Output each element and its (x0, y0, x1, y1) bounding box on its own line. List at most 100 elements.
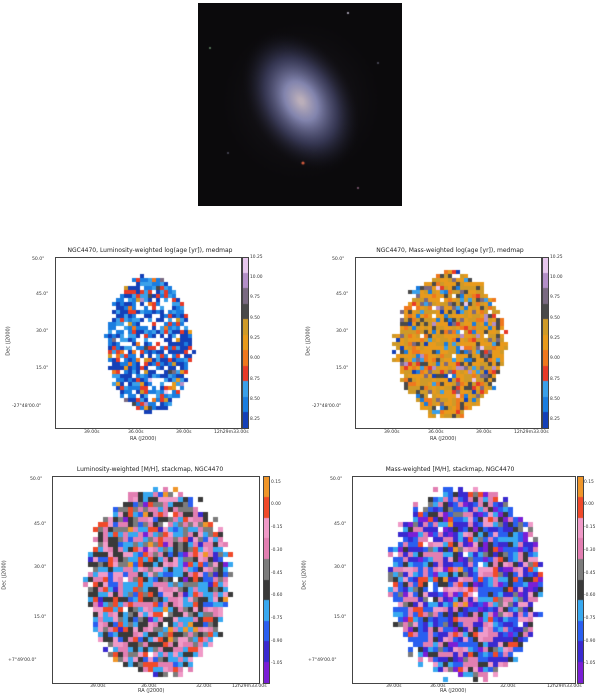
y-axis-label: Dec (J2000) (1, 560, 8, 590)
colorbar (577, 476, 584, 684)
cbar-tick: 8.25 (250, 417, 260, 422)
cbar-tick: 8.50 (550, 397, 560, 402)
colorbar-gradient (543, 258, 548, 428)
cbar-tick: -0.45 (271, 571, 283, 576)
cbar-tick: -0.75 (584, 616, 596, 621)
x-tick: 12h29m33.00s (547, 684, 582, 689)
cbar-tick: 9.50 (550, 316, 560, 321)
y-tick: 15.0" (334, 615, 347, 620)
cbar-tick: -0.60 (271, 593, 283, 598)
metallicity-map (53, 477, 259, 683)
cbar-tick: -0.15 (271, 525, 283, 530)
panel-lw-metallicity: Luminosity-weighted [M/H], stackmap, NGC… (0, 462, 300, 694)
x-tick: 39.00s (176, 430, 192, 435)
cbar-tick: 9.75 (550, 295, 560, 300)
y-tick: 50.0" (330, 477, 343, 482)
cbar-tick: 0.00 (271, 502, 281, 507)
colorbar-gradient (264, 477, 269, 683)
cbar-tick: 10.00 (250, 275, 263, 280)
y-axis-label: Dec (J2000) (5, 326, 12, 356)
y-tick: 15.0" (36, 366, 49, 371)
y-tick: 50.0" (32, 257, 45, 262)
y-tick: 30.0" (34, 565, 47, 570)
map-frame (55, 257, 242, 429)
y-tick: +7°49'00.0" (308, 658, 337, 663)
cbar-tick: 8.75 (250, 377, 260, 382)
cbar-tick: -1.05 (584, 661, 596, 666)
cbar-tick: -0.30 (584, 548, 596, 553)
cbar-tick: 10.25 (550, 255, 563, 260)
stellar-age-map (356, 258, 541, 428)
cbar-tick: 9.25 (250, 336, 260, 341)
x-tick: 36.00s (141, 684, 157, 689)
cbar-tick: 9.50 (250, 316, 260, 321)
y-axis-label: Dec (J2000) (305, 326, 312, 356)
x-tick: 32.00s (500, 684, 516, 689)
cbar-tick: 9.25 (550, 336, 560, 341)
x-axis-label: RA (J2000) (440, 688, 467, 694)
x-tick: 32.00s (196, 684, 212, 689)
x-tick: 36.00s (128, 430, 144, 435)
y-axis-label: Dec (J2000) (301, 560, 308, 590)
y-tick: 45.0" (336, 292, 349, 297)
y-tick: 45.0" (36, 292, 49, 297)
cbar-tick: -0.45 (584, 571, 596, 576)
y-tick: 50.0" (332, 257, 345, 262)
panel-title: NGC4470, Mass-weighted log(age [yr]), me… (376, 247, 524, 254)
cbar-tick: 8.25 (550, 417, 560, 422)
colorbar-gradient (578, 477, 583, 683)
cbar-tick: -1.05 (271, 661, 283, 666)
colorbar-gradient (243, 258, 248, 428)
cbar-tick: 0.00 (584, 502, 594, 507)
x-tick: 39.00s (476, 430, 492, 435)
x-tick: 39.00s (386, 684, 402, 689)
cbar-tick: 9.00 (250, 356, 260, 361)
galaxy-canvas (198, 3, 402, 206)
y-tick: 15.0" (336, 366, 349, 371)
y-tick: 45.0" (334, 522, 347, 527)
x-tick: 39.00s (384, 430, 400, 435)
panel-title: NGC4470, Luminosity-weighted log(age [yr… (67, 247, 233, 254)
x-tick: 36.00s (430, 684, 446, 689)
map-frame (52, 476, 260, 684)
y-tick: +7°49'00.0" (8, 658, 37, 663)
colorbar (242, 257, 249, 429)
cbar-tick: 8.50 (250, 397, 260, 402)
map-frame (355, 257, 542, 429)
map-frame (352, 476, 576, 684)
cbar-tick: -0.60 (584, 593, 596, 598)
panel-mw-metallicity: Mass-weighted [M/H], stackmap, NGC4470 0… (300, 462, 600, 694)
cbar-tick: -0.90 (584, 639, 596, 644)
colorbar (542, 257, 549, 429)
x-axis-label: RA (J2000) (138, 688, 165, 694)
cbar-tick: -0.30 (271, 548, 283, 553)
panel-mw-age: NGC4470, Mass-weighted log(age [yr]), me… (300, 243, 600, 443)
panel-title: Mass-weighted [M/H], stackmap, NGC4470 (385, 466, 515, 473)
y-tick: 30.0" (334, 565, 347, 570)
cbar-tick: 9.00 (550, 356, 560, 361)
cbar-tick: 9.75 (250, 295, 260, 300)
x-tick: 39.00s (90, 684, 106, 689)
cbar-tick: 0.15 (271, 480, 281, 485)
colorbar (263, 476, 270, 684)
stellar-age-map (56, 258, 241, 428)
x-tick: 12h29m33.00s (232, 684, 267, 689)
x-tick: 39.00s (84, 430, 100, 435)
x-tick: 36.00s (428, 430, 444, 435)
x-axis-label: RA (J2000) (430, 436, 457, 442)
galaxy-image (198, 3, 402, 206)
cbar-tick: -0.15 (584, 525, 596, 530)
y-tick: -27°48'00.0" (312, 404, 342, 409)
cbar-tick: 10.00 (550, 275, 563, 280)
cbar-tick: 0.15 (584, 480, 594, 485)
y-tick: -27°48'00.0" (12, 404, 42, 409)
cbar-tick: 10.25 (250, 255, 263, 260)
cbar-tick: -0.90 (271, 639, 283, 644)
cbar-tick: -0.75 (271, 616, 283, 621)
metallicity-map (353, 477, 575, 683)
y-tick: 50.0" (30, 477, 43, 482)
x-axis-label: RA (J2000) (130, 436, 157, 442)
y-tick: 45.0" (34, 522, 47, 527)
x-tick: 12h29m33.00s (214, 430, 249, 435)
x-tick: 12h29m33.00s (514, 430, 549, 435)
